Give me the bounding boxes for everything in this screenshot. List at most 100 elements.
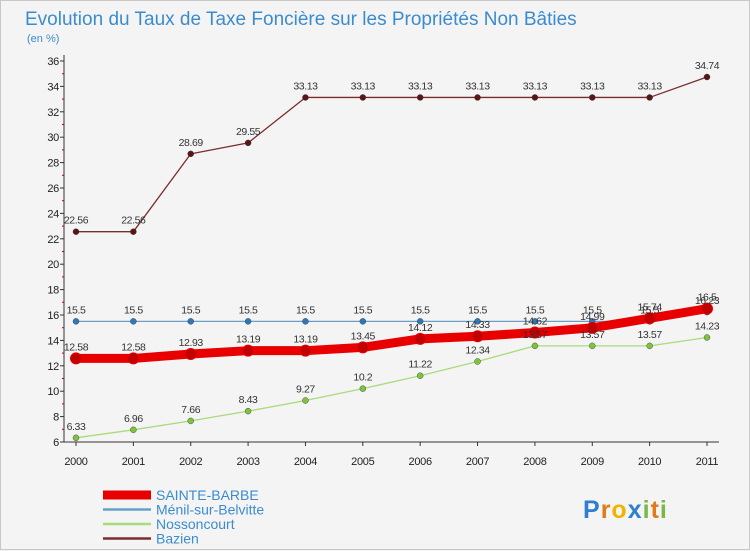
data-point	[414, 332, 427, 345]
x-tick-label: 2005	[351, 456, 374, 468]
data-label: 6.96	[124, 413, 143, 425]
y-tick-label: 24	[47, 208, 59, 220]
data-point	[302, 318, 309, 325]
data-label: 15.5	[640, 304, 659, 316]
data-label: 34.74	[695, 60, 720, 72]
data-point	[471, 330, 484, 343]
x-tick-label: 2008	[523, 456, 546, 468]
legend-label: Nossoncourt	[156, 516, 235, 532]
brand-letter: t	[651, 496, 660, 524]
data-point	[72, 228, 80, 235]
data-label: 28.69	[179, 137, 204, 149]
data-point	[302, 94, 309, 101]
data-point	[643, 312, 656, 325]
data-label: 12.58	[64, 341, 89, 353]
data-point	[187, 150, 194, 158]
brand-letter: i	[660, 496, 668, 524]
x-tick-label: 2010	[638, 456, 661, 468]
data-point	[184, 347, 197, 360]
data-label: 15.5	[583, 304, 602, 316]
data-point	[589, 94, 596, 101]
data-point	[356, 341, 369, 354]
data-label: 12.93	[179, 337, 204, 349]
data-point	[130, 228, 137, 235]
data-point	[359, 385, 367, 392]
data-label: 15.5	[353, 304, 372, 316]
data-point	[299, 344, 312, 357]
data-point	[127, 352, 140, 365]
data-point	[72, 318, 80, 325]
y-tick-label: 16	[47, 310, 59, 322]
series-line	[71, 304, 712, 363]
data-point	[359, 94, 367, 101]
x-tick-label: 2002	[179, 456, 202, 468]
data-point	[359, 318, 367, 325]
data-point	[244, 318, 252, 325]
y-tick-label: 34	[47, 81, 59, 93]
y-tick-label: 12	[47, 361, 59, 373]
y-tick-label: 8	[53, 412, 59, 424]
data-label: 7.66	[181, 404, 200, 416]
data-point	[416, 318, 424, 325]
data-label: 15.74	[637, 301, 662, 313]
data-label: 22.56	[64, 215, 89, 227]
data-label: 15.5	[124, 304, 143, 316]
data-label: 33.13	[465, 80, 490, 92]
data-point	[703, 73, 711, 81]
data-label: 15.5	[239, 304, 258, 316]
data-point	[70, 352, 82, 365]
x-tick-label: 2011	[696, 456, 719, 468]
brand-letter: x	[628, 496, 643, 524]
data-point	[474, 94, 481, 101]
axes: 6 8 10 12 14 16 18 20 22 24 26 28 30 32 34 36 2000 2001 20…	[47, 55, 719, 468]
data-point	[130, 318, 137, 325]
data-labels: 22.56 22.56 28.69 29.55 33.13 33.13 33.13 33.13…	[64, 60, 720, 433]
data-label: 33.13	[523, 80, 548, 92]
legend: SAINTE-BARBEMénil-sur-BelvitteNossoncour…	[103, 487, 264, 547]
series-group	[70, 73, 713, 442]
brand-letter: r	[601, 496, 612, 524]
data-label: 33.13	[408, 80, 433, 92]
series-line	[75, 336, 708, 439]
data-label: 16.23	[695, 295, 720, 307]
data-label: 15.5	[296, 304, 315, 316]
data-label: 16.5	[698, 292, 717, 304]
chart-title: Evolution du Taux de Taxe Foncière sur l…	[25, 9, 577, 30]
data-label: 9.27	[296, 383, 315, 395]
data-point	[646, 342, 653, 350]
legend-label: Bazien	[156, 531, 199, 547]
data-point	[187, 318, 194, 325]
data-label: 14.12	[408, 322, 433, 334]
data-label: 6.33	[67, 421, 86, 433]
legend-label: SAINTE-BARBE	[156, 487, 259, 503]
data-point	[703, 334, 711, 341]
data-label: 8.43	[239, 394, 258, 406]
data-point	[646, 94, 653, 101]
chart-subtitle: (en %)	[27, 33, 59, 45]
series-line	[75, 76, 708, 233]
data-point	[72, 434, 80, 442]
data-label: 13.19	[236, 334, 261, 346]
data-point	[531, 94, 539, 101]
data-label: 14.62	[523, 316, 548, 328]
data-point	[130, 426, 137, 434]
data-point	[589, 342, 596, 350]
data-label: 12.58	[121, 341, 146, 353]
data-point	[528, 326, 541, 339]
data-label: 15.5	[181, 304, 200, 316]
legend-label: Ménil-sur-Belvitte	[156, 502, 264, 518]
data-point	[474, 318, 481, 325]
data-label: 33.13	[580, 80, 605, 92]
brand-letter: o	[611, 496, 627, 524]
data-label: 13.57	[523, 329, 548, 341]
data-point	[302, 397, 309, 404]
data-point	[416, 372, 424, 379]
y-tick-label: 30	[47, 132, 59, 144]
data-label: 11.22	[408, 359, 432, 371]
data-label: 15.5	[468, 304, 487, 316]
data-label: 13.19	[293, 334, 318, 346]
series-line	[75, 311, 708, 323]
y-tick-label: 36	[47, 56, 59, 68]
y-tick-label: 22	[47, 234, 59, 246]
x-tick-label: 2004	[294, 456, 317, 468]
